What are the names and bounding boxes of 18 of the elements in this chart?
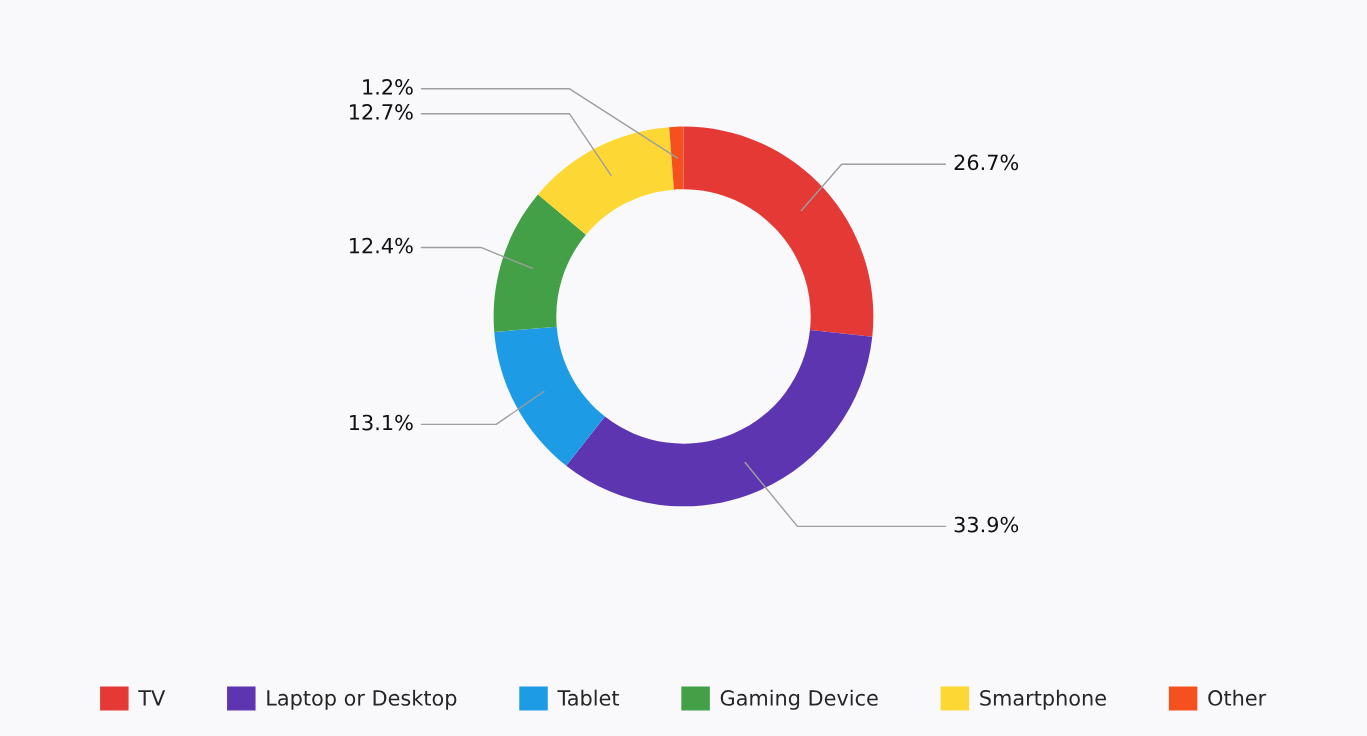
legend-label: Gaming Device (720, 689, 878, 710)
data-label: 13.1% (350, 414, 413, 431)
donut-slice (493, 194, 586, 332)
donut-slice (683, 126, 874, 337)
legend-label: TV (138, 690, 166, 706)
donut-slice (669, 126, 684, 190)
data-label: 26.7% (954, 154, 1019, 171)
data-label: 12.7% (350, 104, 413, 120)
data-label: 1.2% (363, 79, 413, 95)
donut-slice (566, 330, 873, 507)
donut-slice (537, 127, 674, 235)
legend-label: Other (1208, 689, 1267, 706)
data-label: 33.9% (954, 516, 1019, 533)
legend-label: Laptop or Desktop (267, 689, 457, 710)
legend-label: Tablet (557, 689, 620, 706)
donut-slice (494, 326, 605, 466)
legend-label: Smartphone (980, 689, 1106, 710)
data-label: 12.4% (350, 237, 413, 254)
